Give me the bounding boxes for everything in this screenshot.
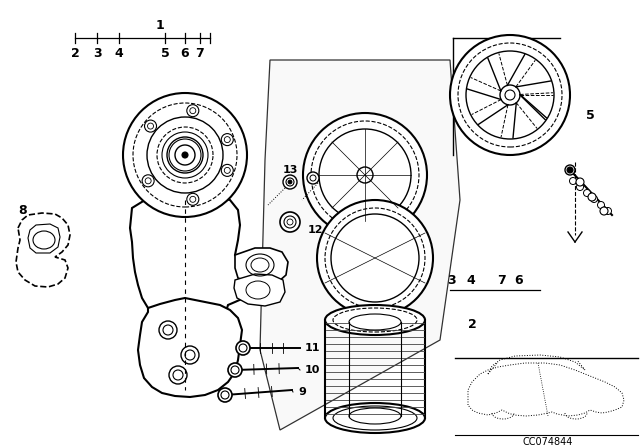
Circle shape — [303, 113, 427, 237]
Text: 11: 11 — [305, 343, 321, 353]
Text: 2: 2 — [468, 319, 476, 332]
Text: CC074844: CC074844 — [523, 437, 573, 447]
Text: 14: 14 — [305, 162, 321, 172]
Circle shape — [577, 184, 584, 190]
Circle shape — [181, 346, 199, 364]
Text: 1: 1 — [156, 18, 164, 31]
Text: 5: 5 — [586, 108, 595, 121]
Circle shape — [450, 35, 570, 155]
Circle shape — [505, 90, 515, 100]
Ellipse shape — [325, 305, 425, 335]
Circle shape — [288, 180, 292, 184]
Circle shape — [331, 214, 419, 302]
Circle shape — [570, 177, 577, 185]
Polygon shape — [234, 274, 285, 306]
Circle shape — [500, 85, 520, 105]
Polygon shape — [235, 248, 288, 285]
Ellipse shape — [349, 314, 401, 330]
Circle shape — [221, 164, 234, 177]
Text: 12: 12 — [308, 225, 323, 235]
Circle shape — [167, 137, 203, 173]
Text: 4: 4 — [115, 47, 124, 60]
Circle shape — [280, 212, 300, 232]
Circle shape — [145, 120, 157, 132]
Circle shape — [218, 388, 232, 402]
Text: 13: 13 — [282, 165, 298, 175]
Circle shape — [142, 175, 154, 187]
Text: 7: 7 — [498, 273, 506, 287]
Text: 2: 2 — [70, 47, 79, 60]
Circle shape — [169, 366, 187, 384]
Text: 4: 4 — [467, 273, 476, 287]
Text: 7: 7 — [196, 47, 204, 60]
Text: 3: 3 — [93, 47, 101, 60]
Circle shape — [600, 207, 608, 215]
Text: 8: 8 — [18, 203, 27, 216]
Circle shape — [187, 105, 199, 116]
Circle shape — [307, 172, 319, 184]
Circle shape — [286, 178, 294, 186]
Circle shape — [236, 341, 250, 355]
Text: 10: 10 — [305, 365, 321, 375]
Circle shape — [283, 175, 297, 189]
Polygon shape — [28, 224, 60, 253]
Circle shape — [598, 202, 605, 208]
Polygon shape — [260, 60, 460, 430]
Text: 9: 9 — [298, 387, 306, 397]
Text: 3: 3 — [448, 273, 456, 287]
Circle shape — [584, 190, 591, 197]
Circle shape — [605, 207, 611, 215]
Circle shape — [591, 195, 598, 202]
Circle shape — [565, 165, 575, 175]
Circle shape — [576, 178, 584, 186]
Circle shape — [175, 145, 195, 165]
Circle shape — [357, 167, 373, 183]
Circle shape — [123, 93, 247, 217]
Text: 6: 6 — [515, 273, 524, 287]
Circle shape — [567, 167, 573, 173]
Polygon shape — [16, 213, 70, 287]
Circle shape — [159, 321, 177, 339]
Circle shape — [187, 194, 199, 205]
Circle shape — [317, 200, 433, 316]
Circle shape — [147, 117, 223, 193]
Circle shape — [319, 129, 411, 221]
Polygon shape — [130, 196, 252, 386]
Circle shape — [588, 193, 596, 201]
Polygon shape — [138, 298, 242, 397]
Circle shape — [221, 134, 234, 146]
Circle shape — [466, 51, 554, 139]
Text: 6: 6 — [180, 47, 189, 60]
Circle shape — [182, 152, 188, 158]
Text: 5: 5 — [161, 47, 170, 60]
Circle shape — [228, 363, 242, 377]
Circle shape — [287, 219, 293, 225]
Ellipse shape — [325, 403, 425, 433]
